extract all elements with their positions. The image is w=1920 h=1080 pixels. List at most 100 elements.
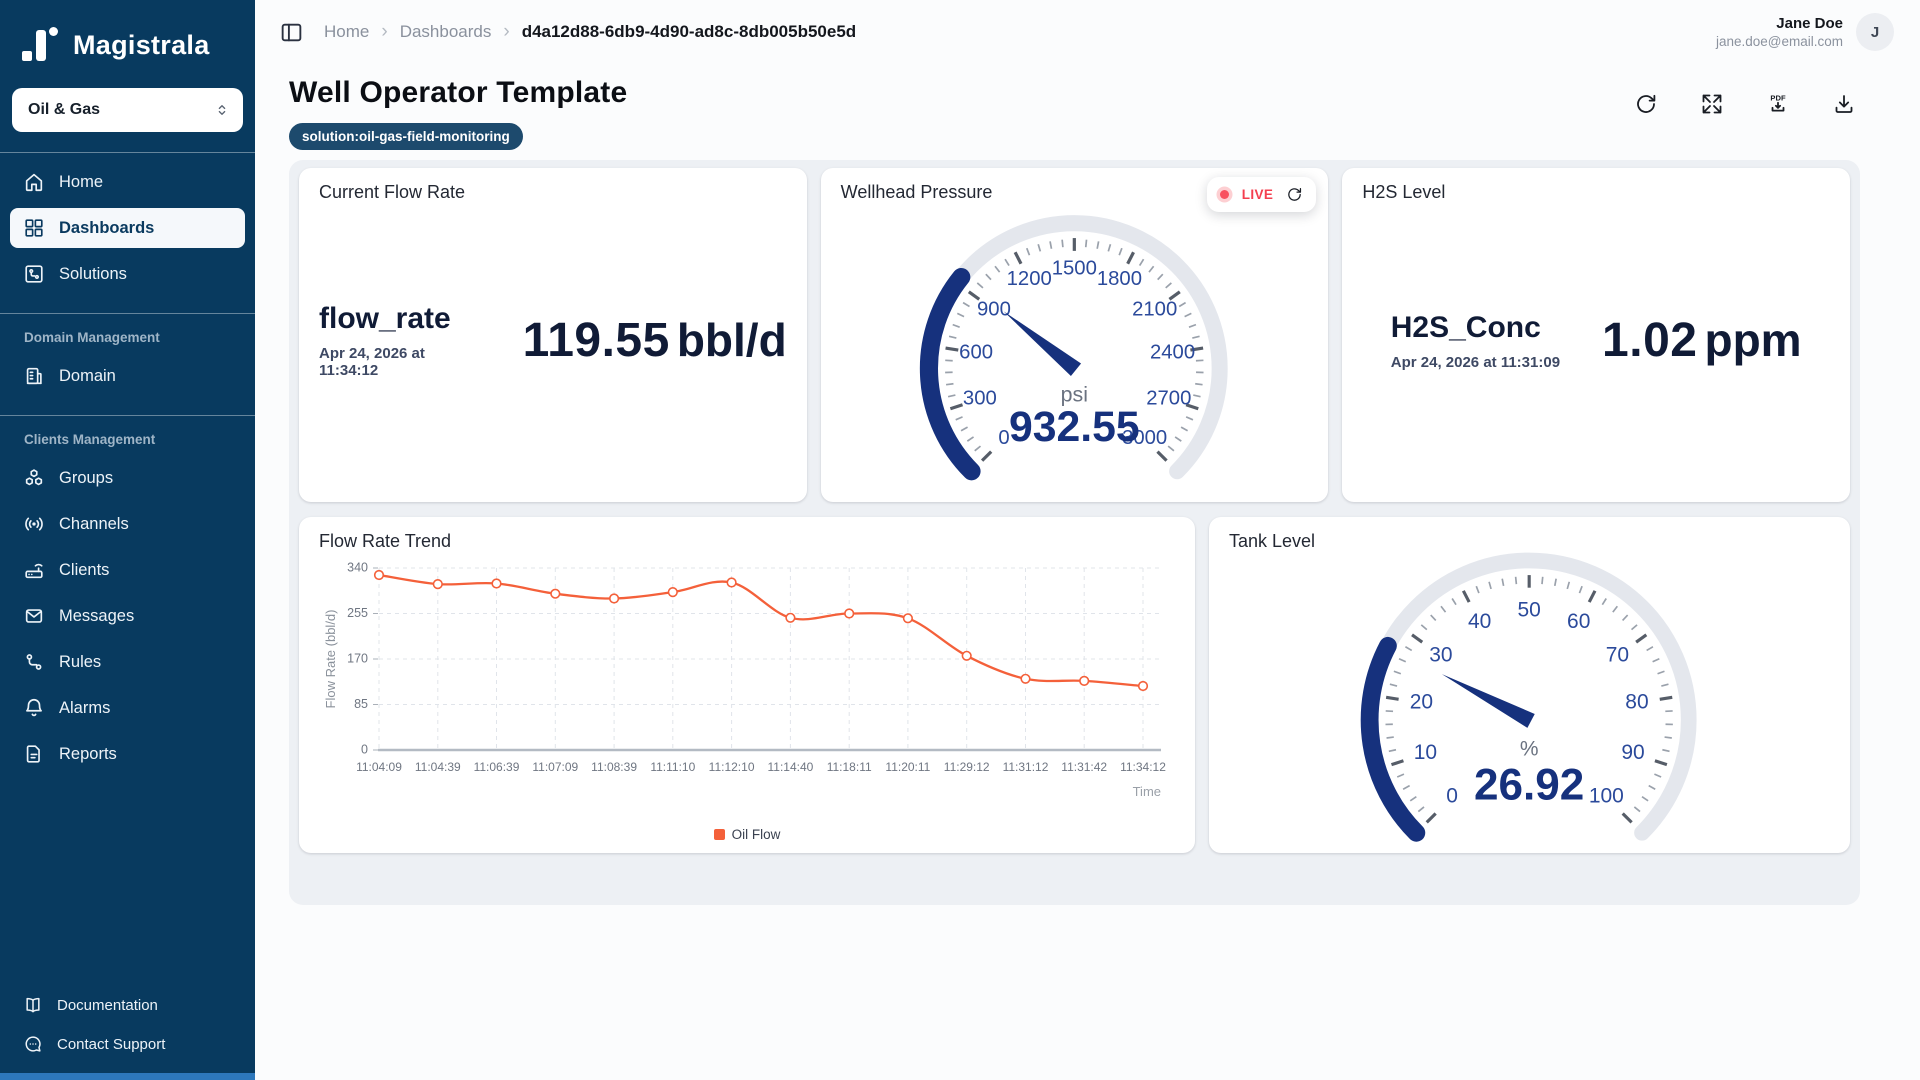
refresh-icon[interactable]: [1286, 186, 1303, 203]
card-tank-level: Tank Level 0 10 20 30 40 50 60 70 80 90 100% 26.92: [1209, 517, 1850, 853]
svg-text:50: 50: [1518, 598, 1541, 621]
metric-timestamp: Apr 24, 2026 at 11:31:09: [1390, 353, 1561, 371]
workspace-select-value: Oil & Gas: [28, 101, 101, 118]
groups-icon: [23, 467, 45, 489]
user-name: Jane Doe: [1776, 15, 1843, 32]
workspace-select[interactable]: Oil & Gas: [12, 88, 243, 132]
svg-text:0: 0: [361, 742, 368, 756]
card-title: H2S Level: [1362, 182, 1446, 202]
sidebar-item-label: Messages: [59, 606, 135, 625]
avatar[interactable]: J: [1856, 13, 1894, 51]
svg-text:70: 70: [1606, 643, 1629, 666]
chevron-updown-icon: [213, 101, 231, 119]
svg-text:11:29:12: 11:29:12: [944, 760, 990, 774]
svg-text:11:08:39: 11:08:39: [591, 760, 637, 774]
sidebar-item-solutions[interactable]: Solutions: [10, 254, 245, 294]
svg-text:11:14:40: 11:14:40: [767, 760, 813, 774]
card-wellhead-pressure: Wellhead Pressure LIVE 0 300 600 900 1200 150…: [820, 168, 1329, 502]
brand-name: Magistrala: [73, 29, 210, 60]
svg-text:%: %: [1520, 738, 1539, 761]
metric-value: 1.02: [1602, 314, 1698, 367]
svg-text:2100: 2100: [1132, 298, 1177, 320]
sidebar-item-clients[interactable]: Clients: [10, 550, 245, 590]
svg-text:600: 600: [959, 341, 993, 363]
messages-icon: [23, 605, 45, 627]
svg-text:psi: psi: [1061, 382, 1088, 406]
svg-text:255: 255: [347, 606, 368, 620]
sidebar-item-label: Rules: [59, 652, 102, 671]
chat-bubble-icon: [23, 1034, 43, 1054]
svg-text:11:18:11: 11:18:11: [827, 760, 872, 774]
tank-level-gauge: 0 10 20 30 40 50 60 70 80 90 100% 26.92: [1229, 552, 1830, 848]
wellhead-pressure-gauge: 0 300 600 900 1200 1500 1800 2100 2400 2700 3000 ps…: [841, 203, 1309, 488]
svg-text:11:31:42: 11:31:42: [1061, 760, 1107, 774]
home-icon: [23, 171, 45, 193]
sidebar-item-contact-support[interactable]: Contact Support: [10, 1026, 245, 1062]
channels-icon: [23, 513, 45, 535]
sidebar-item-label: Contact Support: [57, 1035, 166, 1053]
svg-text:26.92: 26.92: [1474, 761, 1584, 810]
sidebar-footer: Documentation Contact Support: [0, 984, 255, 1073]
sidebar-item-alarms[interactable]: Alarms: [10, 688, 245, 728]
svg-text:20: 20: [1410, 690, 1433, 713]
svg-text:1500: 1500: [1052, 257, 1097, 279]
sidebar-toggle-icon[interactable]: [279, 20, 304, 45]
dashboards-icon: [23, 217, 45, 239]
solution-tag-badge: solution:oil-gas-field-monitoring: [289, 123, 523, 150]
user-menu[interactable]: Jane Doe jane.doe@email.com J: [1716, 13, 1894, 51]
card-flow-rate-trend: Flow Rate Trend 0 85 170 255 340 11:04:09 11:0…: [299, 517, 1195, 853]
legend-color-swatch: [713, 829, 725, 840]
chart-legend[interactable]: Oil Flow: [319, 827, 1175, 842]
breadcrumb-home[interactable]: Home: [324, 22, 370, 41]
sidebar-item-reports[interactable]: Reports: [10, 734, 245, 774]
sidebar-item-rules[interactable]: Rules: [10, 642, 245, 682]
svg-text:900: 900: [977, 298, 1011, 320]
reports-icon: [23, 743, 45, 765]
svg-text:11:20:11: 11:20:11: [885, 760, 930, 774]
sidebar-item-domain[interactable]: Domain: [10, 356, 245, 396]
sidebar-item-messages[interactable]: Messages: [10, 596, 245, 636]
breadcrumb-dashboards[interactable]: Dashboards: [399, 22, 492, 41]
svg-text:1200: 1200: [1007, 268, 1052, 290]
sidebar-item-label: Documentation: [57, 996, 158, 1014]
sidebar-item-label: Solutions: [59, 264, 127, 283]
svg-text:2700: 2700: [1146, 387, 1191, 409]
svg-text:11:31:12: 11:31:12: [1003, 760, 1049, 774]
user-info: Jane Doe jane.doe@email.com: [1716, 15, 1843, 49]
sidebar-item-dashboards[interactable]: Dashboards: [10, 208, 245, 248]
sidebar-item-label: Clients: [59, 560, 110, 579]
metric-name: flow_rate: [319, 302, 451, 335]
svg-text:11:04:09: 11:04:09: [356, 760, 402, 774]
svg-text:PDF: PDF: [1770, 94, 1786, 103]
svg-text:10: 10: [1414, 741, 1437, 764]
brand-logo: Magistrala: [0, 0, 255, 82]
fullscreen-button[interactable]: [1700, 92, 1724, 116]
svg-text:90: 90: [1622, 741, 1645, 764]
svg-text:11:06:39: 11:06:39: [474, 760, 520, 774]
svg-text:2400: 2400: [1150, 341, 1195, 363]
breadcrumb-separator: ›: [381, 21, 388, 42]
section-label-domain-management: Domain Management: [24, 330, 160, 345]
metric-name: H2S_Conc: [1390, 310, 1541, 344]
download-button[interactable]: [1832, 92, 1856, 116]
metric-value: 119.55: [522, 314, 670, 367]
svg-text:11:07:09: 11:07:09: [532, 760, 578, 774]
domain-icon: [23, 365, 45, 387]
clients-icon: [23, 559, 45, 581]
rules-icon: [23, 651, 45, 673]
refresh-button[interactable]: [1634, 92, 1658, 116]
export-pdf-button[interactable]: PDF: [1766, 92, 1790, 116]
dashboard-canvas: Current Flow Rate flow_rate Apr 24, 2026…: [289, 160, 1860, 905]
svg-text:11:11:10: 11:11:10: [650, 760, 695, 774]
svg-text:3000: 3000: [1122, 427, 1167, 449]
metric-unit: ppm: [1704, 314, 1802, 366]
svg-text:Time: Time: [1133, 784, 1161, 799]
sidebar-item-channels[interactable]: Channels: [10, 504, 245, 544]
page-header: Well Operator Template solution:oil-gas-…: [255, 64, 1920, 150]
section-label-clients-management: Clients Management: [24, 432, 156, 447]
sidebar-item-groups[interactable]: Groups: [10, 458, 245, 498]
sidebar-item-documentation[interactable]: Documentation: [10, 987, 245, 1023]
card-title: Tank Level: [1229, 531, 1316, 551]
legend-label: Oil Flow: [731, 827, 781, 842]
sidebar-item-home[interactable]: Home: [10, 162, 245, 202]
